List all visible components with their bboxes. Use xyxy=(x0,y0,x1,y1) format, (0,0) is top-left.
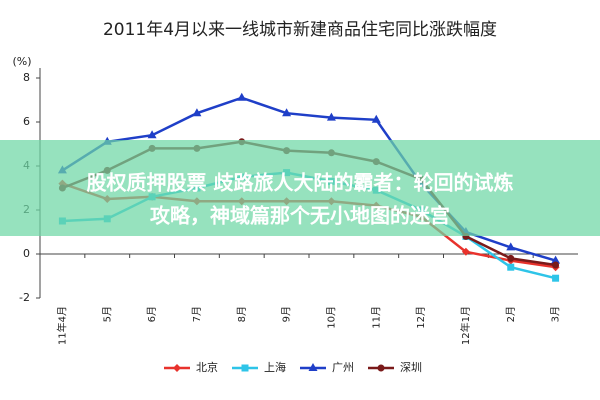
x-tick-label: 5月 xyxy=(101,306,113,322)
marker xyxy=(552,274,560,282)
marker xyxy=(552,261,560,269)
marker xyxy=(377,364,385,372)
marker xyxy=(282,108,292,117)
y-tick-label: 8 xyxy=(23,71,30,84)
y-axis-label: (%) xyxy=(12,55,31,68)
marker xyxy=(371,114,381,123)
x-tick-label: 9月 xyxy=(281,306,293,322)
banner xyxy=(0,140,600,236)
legend-label: 广州 xyxy=(332,361,354,374)
marker xyxy=(506,242,516,251)
x-tick-label: 7月 xyxy=(191,306,203,322)
marker xyxy=(551,255,561,264)
x-tick-label: 2月 xyxy=(505,306,517,322)
legend-label: 北京 xyxy=(196,360,218,374)
legend-label: 上海 xyxy=(264,360,286,374)
banner-text: 股权质押股票 歧路旅人大陆的霸者：轮回的试炼 xyxy=(87,171,514,195)
marker xyxy=(308,363,318,371)
marker xyxy=(461,247,470,256)
x-tick-label: 12年1月 xyxy=(459,306,472,345)
marker xyxy=(237,92,247,101)
y-tick-label: 6 xyxy=(23,115,30,128)
marker xyxy=(192,108,202,117)
legend-label: 深圳 xyxy=(400,361,422,374)
marker xyxy=(507,263,515,271)
banner-text: 攻略，神域篇那个无小地图的迷宫 xyxy=(150,204,450,228)
marker xyxy=(507,254,515,262)
x-tick-label: 3月 xyxy=(550,306,562,322)
marker xyxy=(173,364,181,372)
marker xyxy=(326,112,336,121)
x-tick-label: 8月 xyxy=(236,306,248,322)
x-tick-label: 6月 xyxy=(146,306,158,322)
chart-title: 2011年4月以来一线城市新建商品住宅同比涨跌幅度 xyxy=(103,20,497,40)
marker xyxy=(241,364,249,372)
x-tick-label: 11月 xyxy=(370,306,382,329)
x-tick-label: 11年4月 xyxy=(55,306,68,345)
x-tick-label: 10月 xyxy=(325,306,337,329)
y-tick-label: -2 xyxy=(19,291,30,304)
x-tick-label: 12月 xyxy=(415,306,427,329)
marker xyxy=(147,130,157,139)
y-tick-label: 0 xyxy=(23,247,30,260)
